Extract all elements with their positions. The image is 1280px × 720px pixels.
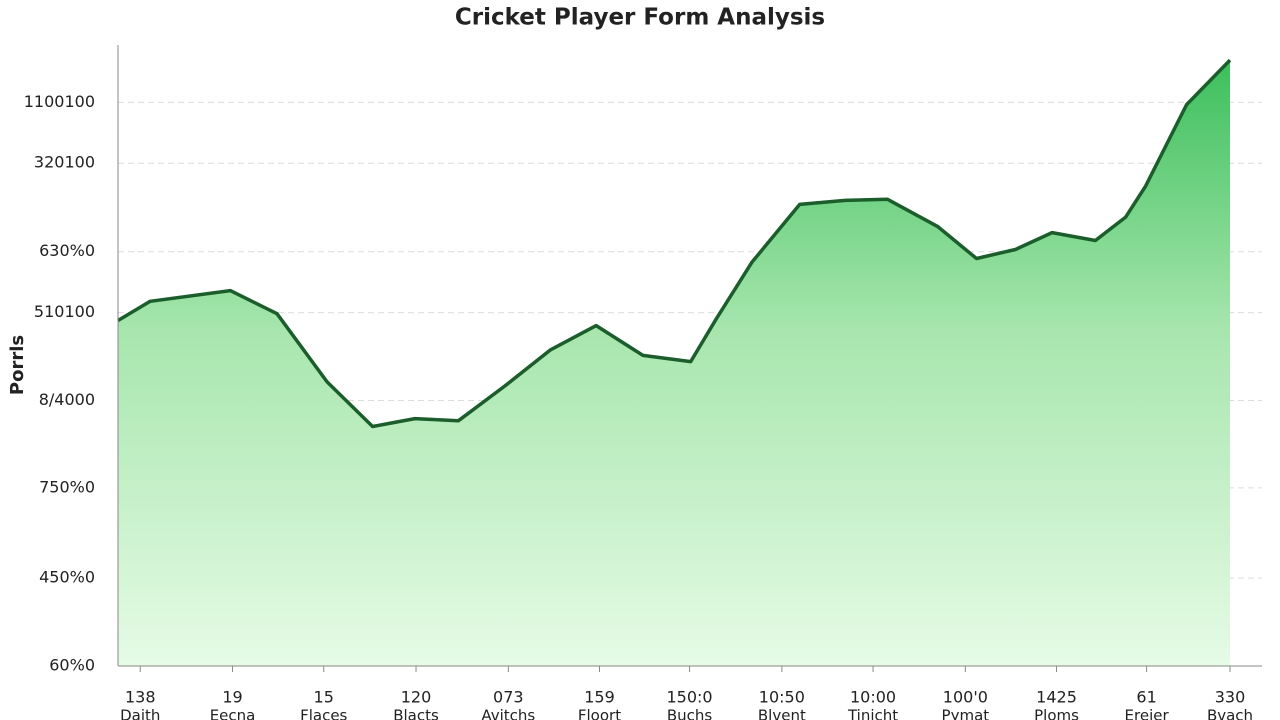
chart-title: Cricket Player Form Analysis <box>455 5 825 31</box>
x-category-label: Daith <box>120 707 160 720</box>
x-tick-label: 159 <box>584 688 615 707</box>
x-category-label: Bvach <box>1207 707 1253 720</box>
x-tick-label: 150:0 <box>667 688 713 707</box>
x-category-label: Avitchs <box>481 707 535 720</box>
x-category-label: Eecna <box>210 707 256 720</box>
x-category-label: Pymat <box>942 707 990 720</box>
x-category-label: Ereier <box>1125 707 1170 720</box>
plot <box>117 58 1232 667</box>
x-tick-label: 15 <box>314 688 334 707</box>
y-tick-label: 320100 <box>34 153 95 172</box>
y-tick-label: 60%0 <box>49 656 95 675</box>
y-tick-label: 450%0 <box>39 568 95 587</box>
x-tick-label: 138 <box>125 688 156 707</box>
x-tick-label: 120 <box>401 688 432 707</box>
x-tick-label: 10:50 <box>759 688 805 707</box>
x-tick-label: 330 <box>1215 688 1246 707</box>
x-tick-label: 073 <box>493 688 524 707</box>
area-fill <box>118 60 1230 667</box>
y-tick-label: 510100 <box>34 302 95 321</box>
x-tick-label: 1425 <box>1036 688 1077 707</box>
y-axis-label: Porrls <box>7 335 28 395</box>
y-tick-label: 750%0 <box>39 477 95 496</box>
x-category-label: Buchs <box>667 707 713 720</box>
y-tick-label: 1100100 <box>24 92 95 111</box>
y-tick-label: 630%0 <box>39 241 95 260</box>
x-category-label: Tinicht <box>847 707 898 720</box>
x-category-label: Blvent <box>758 707 806 720</box>
x-tick-label: 19 <box>222 688 242 707</box>
y-tick-label: 8/4000 <box>39 390 95 409</box>
x-category-label: Ploms <box>1034 707 1079 720</box>
area-line <box>117 58 1232 429</box>
x-category-label: Blacts <box>393 707 439 720</box>
x-category-label: Floort <box>578 707 621 720</box>
x-tick-label: 10:00 <box>850 688 896 707</box>
x-tick-label: 100'0 <box>943 688 988 707</box>
x-category-label: Flaces <box>300 707 347 720</box>
x-tick-label: 61 <box>1136 688 1156 707</box>
